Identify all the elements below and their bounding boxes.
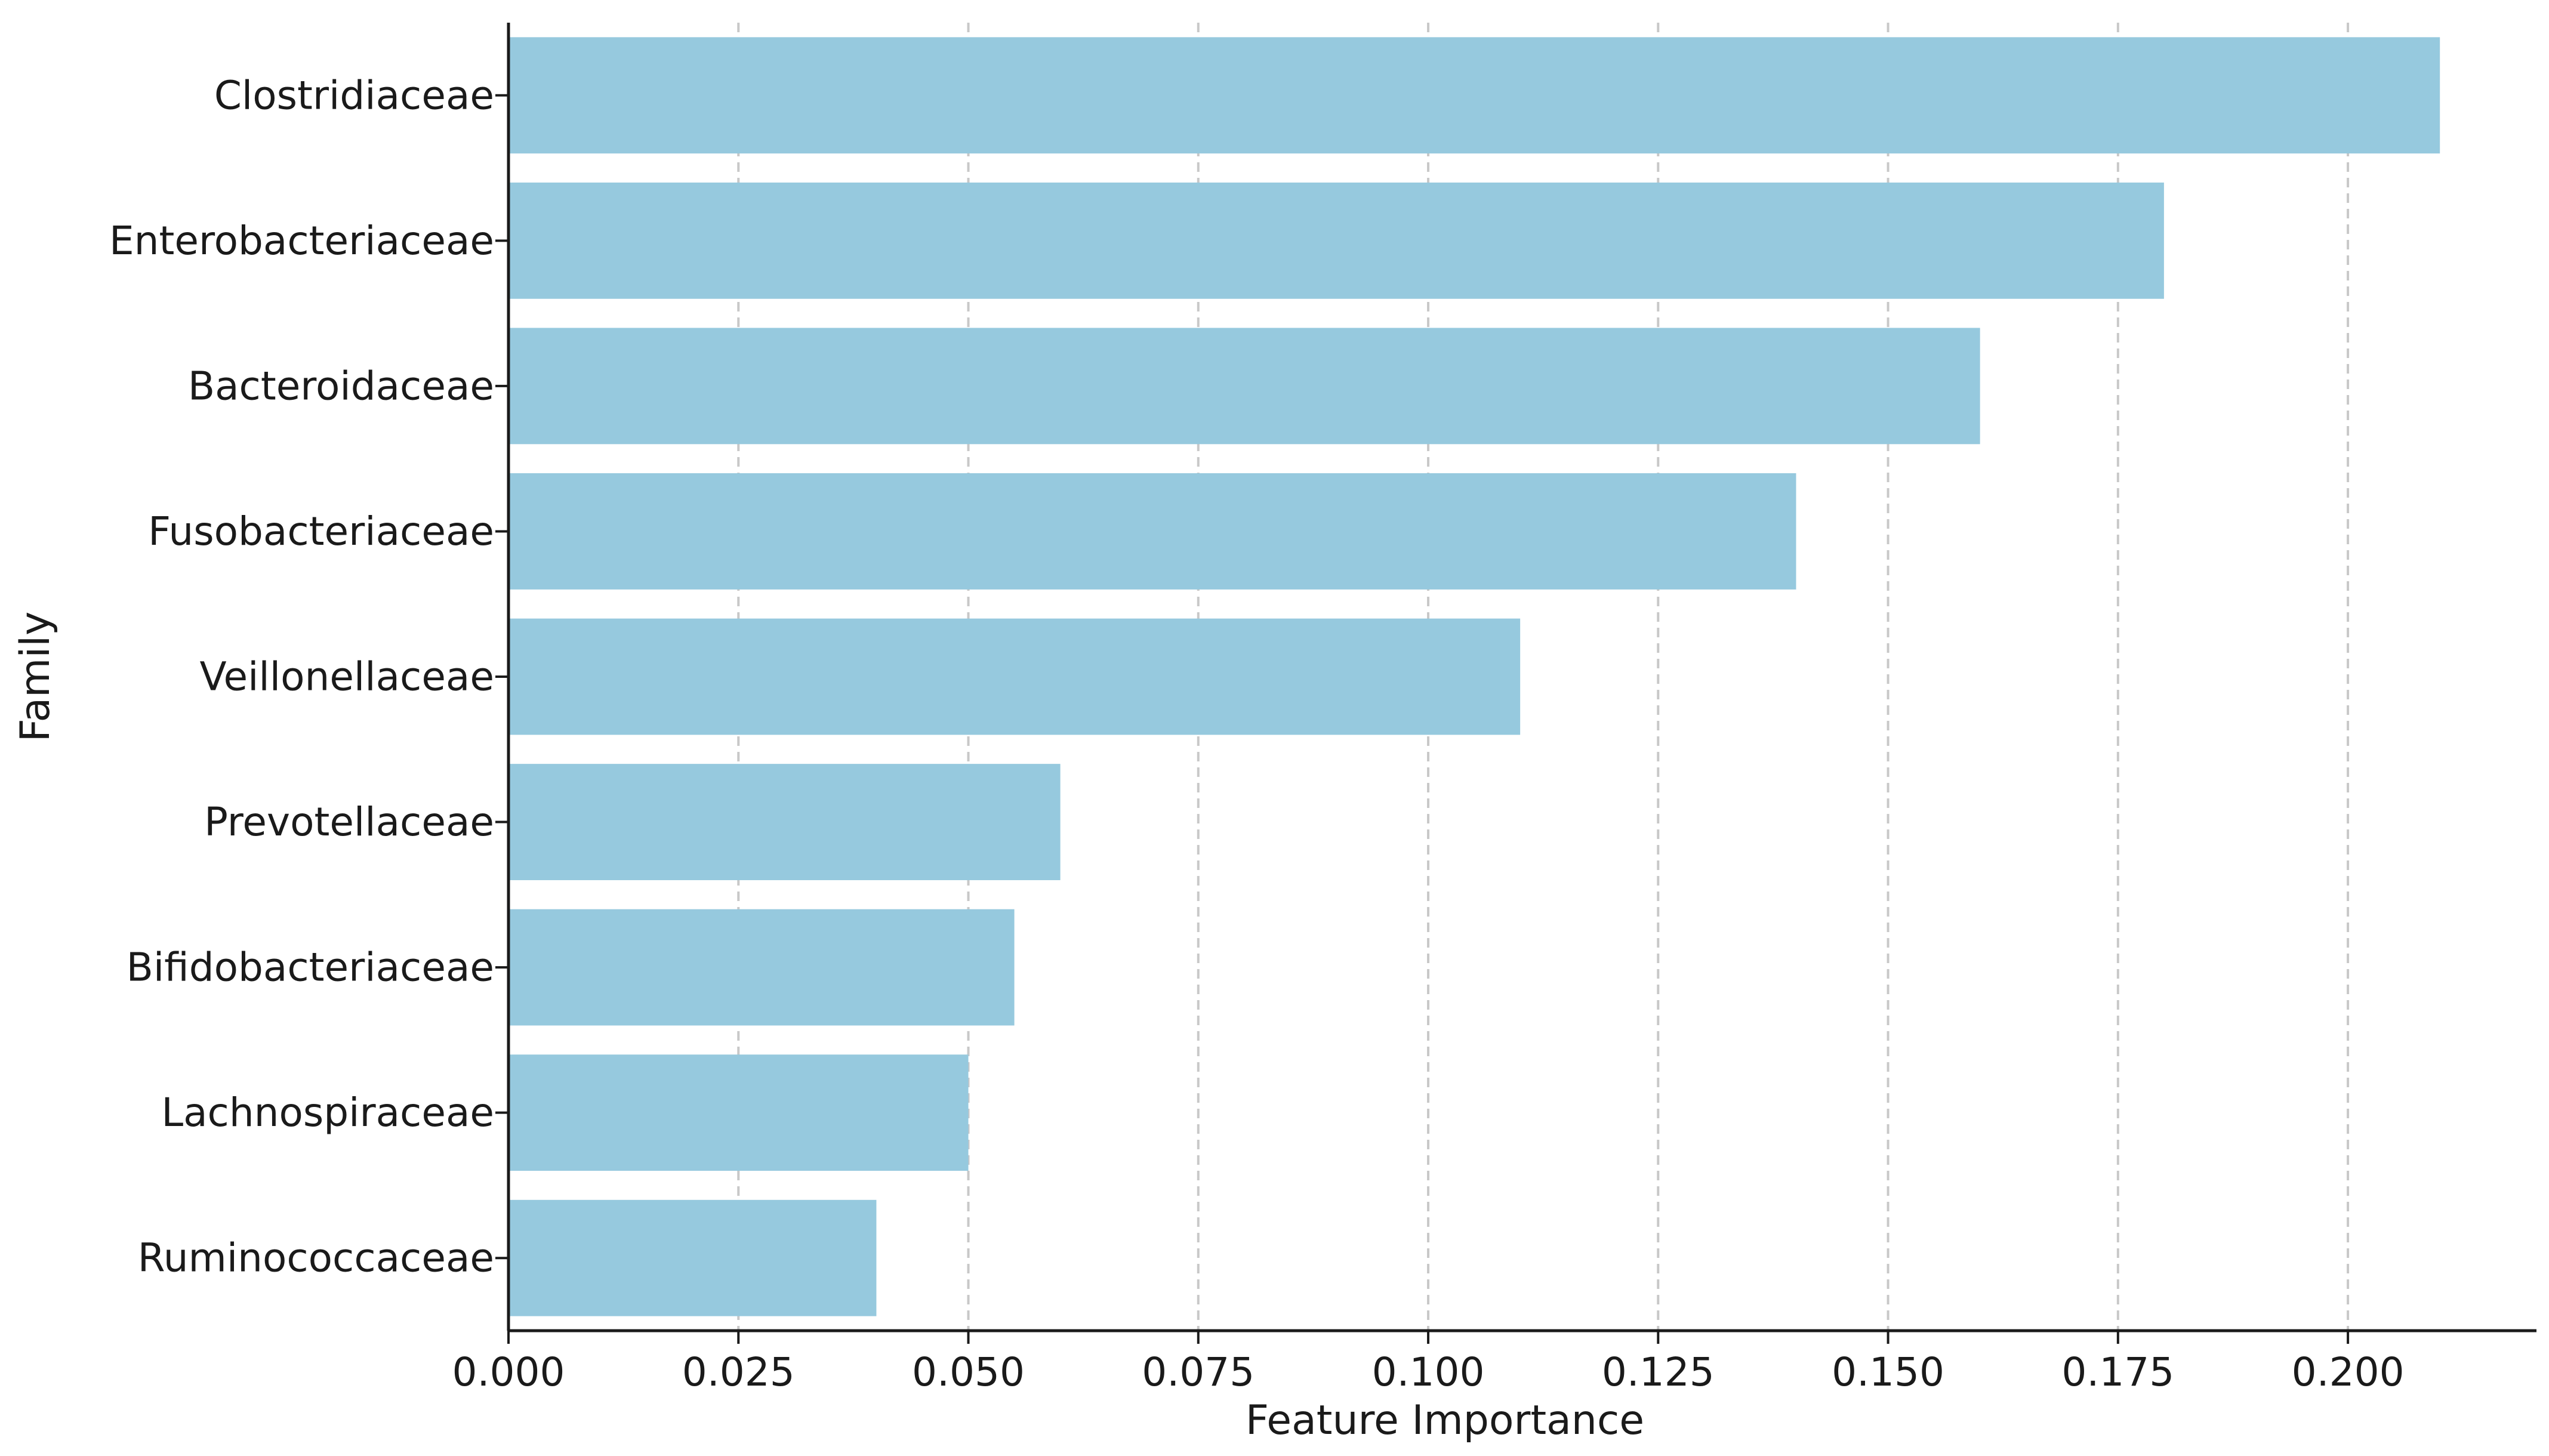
bar-bifidobacteriaceae bbox=[508, 909, 1015, 1026]
bar-prevotellaceae bbox=[508, 764, 1061, 880]
y-tick-label: Enterobacteriaceae bbox=[109, 218, 494, 264]
y-tick-label: Veillonellaceae bbox=[199, 654, 494, 700]
x-tick-label: 0.200 bbox=[2292, 1349, 2405, 1395]
x-tick-label: 0.175 bbox=[2061, 1349, 2174, 1395]
bar-veillonellaceae bbox=[508, 618, 1521, 735]
bar-enterobacteriaceae bbox=[508, 182, 2164, 299]
bar-ruminococcaceae bbox=[508, 1199, 877, 1316]
x-tick-label: 0.100 bbox=[1372, 1349, 1485, 1395]
bar-lachnospiraceae bbox=[508, 1054, 969, 1171]
y-tick-label: Fusobacteriaceae bbox=[148, 508, 494, 554]
x-tick-label: 0.125 bbox=[1602, 1349, 1715, 1395]
y-tick-label: Ruminococcaceae bbox=[138, 1235, 494, 1281]
x-tick-label: 0.025 bbox=[682, 1349, 795, 1395]
x-axis-title: Feature Importance bbox=[1246, 1397, 1644, 1444]
x-tick-label: 0.000 bbox=[452, 1349, 565, 1395]
bar-fusobacteriaceae bbox=[508, 473, 1796, 590]
y-tick-label: Prevotellaceae bbox=[204, 799, 494, 845]
x-tick-label: 0.150 bbox=[1832, 1349, 1944, 1395]
y-axis-title: Family bbox=[12, 612, 59, 742]
x-tick-label: 0.075 bbox=[1142, 1349, 1255, 1395]
y-tick-label: Bacteroidaceae bbox=[188, 363, 494, 409]
y-ticks-layer: Clostridiaceae Enterobacteriaceae Bacteroi… bbox=[109, 72, 508, 1281]
bar-clostridiaceae bbox=[508, 37, 2440, 154]
bars-layer bbox=[508, 37, 2440, 1316]
x-ticks-layer: 0.000 0.025 0.050 0.075 0.100 0.125 0.150 0.175… bbox=[452, 1331, 2405, 1395]
y-tick-label: Lachnospiraceae bbox=[161, 1090, 494, 1136]
bar-bacteroidaceae bbox=[508, 328, 1980, 445]
x-tick-label: 0.050 bbox=[912, 1349, 1025, 1395]
y-tick-label: Clostridiaceae bbox=[214, 72, 494, 118]
y-tick-label: Bifidobacteriaceae bbox=[127, 945, 494, 991]
